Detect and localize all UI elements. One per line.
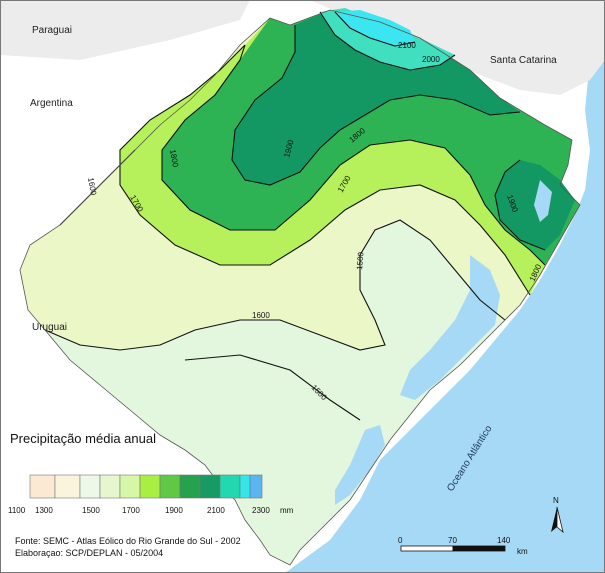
legend-tick-label: 2300 xyxy=(252,506,270,515)
legend-swatch xyxy=(139,474,161,499)
isohyet-label: 1600 xyxy=(86,177,98,197)
scale-bar: 0 70 140 km xyxy=(398,536,528,556)
legend-ticks: 1100 1300 1500 1700 1900 2100 2300 mm xyxy=(8,506,294,515)
zone-1800 xyxy=(162,10,580,265)
legend-tick-label: 2100 xyxy=(207,506,225,515)
isohyet-line-1900-north xyxy=(231,25,521,186)
scale-tick-label: 70 xyxy=(448,536,457,545)
paraguai-label: Paraguai xyxy=(32,25,72,36)
legend-tick-label: 1100 xyxy=(8,506,26,515)
legend-title: Precipitação média anual xyxy=(10,431,156,446)
isohyet-label: 2000 xyxy=(422,55,440,64)
legend-swatch xyxy=(54,474,81,499)
isohyet-label: 1600 xyxy=(252,311,270,320)
legend-swatch xyxy=(239,474,251,499)
lagoa-dos-patos xyxy=(400,255,500,400)
legend-swatch xyxy=(179,474,201,499)
scale-tick-label: 140 xyxy=(497,536,511,545)
scale-unit: km xyxy=(517,547,528,556)
source-line-1: Fonte: SEMC - Atlas Eólico do Rio Grande… xyxy=(15,536,241,546)
north-label: N xyxy=(553,496,559,505)
legend-swatch xyxy=(99,474,121,499)
ocean-area xyxy=(285,60,605,573)
isohyet-line-1900-east xyxy=(494,159,546,251)
scale-tick-label: 0 xyxy=(398,536,403,545)
north-arrow-icon: N xyxy=(551,496,564,534)
isohyet-line-1700 xyxy=(119,44,531,296)
argentina-label: Argentina xyxy=(30,98,73,109)
uruguai-label: Uruguai xyxy=(32,322,67,333)
legend-swatch xyxy=(119,474,141,499)
state-border xyxy=(19,9,581,566)
legend-tick-label: 1700 xyxy=(122,506,140,515)
zone-1900-north xyxy=(232,10,520,185)
legend-swatch xyxy=(79,474,101,499)
legend-swatch xyxy=(29,474,56,499)
isohyet-label: 2100 xyxy=(398,41,416,50)
isohyet-line-2000 xyxy=(319,11,456,71)
santa-catarina-label: Santa Catarina xyxy=(490,55,557,66)
lagoa-mirim xyxy=(335,425,385,505)
isohyet-label: 1500 xyxy=(355,251,366,270)
legend-tick-label: 1900 xyxy=(165,506,183,515)
source-line-2: Elaboraçao: SCP/DEPLAN - 05/2004 xyxy=(15,548,163,558)
isohyet-line-1600-south xyxy=(44,219,506,351)
legend-swatch xyxy=(219,474,241,499)
isohyet-line-1800 xyxy=(161,44,546,266)
legend-swatch xyxy=(249,474,263,499)
paraguai-land xyxy=(0,0,250,60)
legend-swatch xyxy=(159,474,181,499)
isohyet-line-1500 xyxy=(184,354,361,421)
isohyet-line-2100 xyxy=(334,11,416,47)
legend-unit: mm xyxy=(280,506,294,515)
isohyet-label: 1800 xyxy=(168,149,180,169)
legend-color-bar xyxy=(29,474,263,499)
coastal-lagoon xyxy=(534,180,552,222)
legend-tick-label: 1500 xyxy=(82,506,100,515)
legend-tick-label: 1300 xyxy=(35,506,53,515)
legend-swatch xyxy=(199,474,221,499)
zone-2100 xyxy=(335,10,415,46)
